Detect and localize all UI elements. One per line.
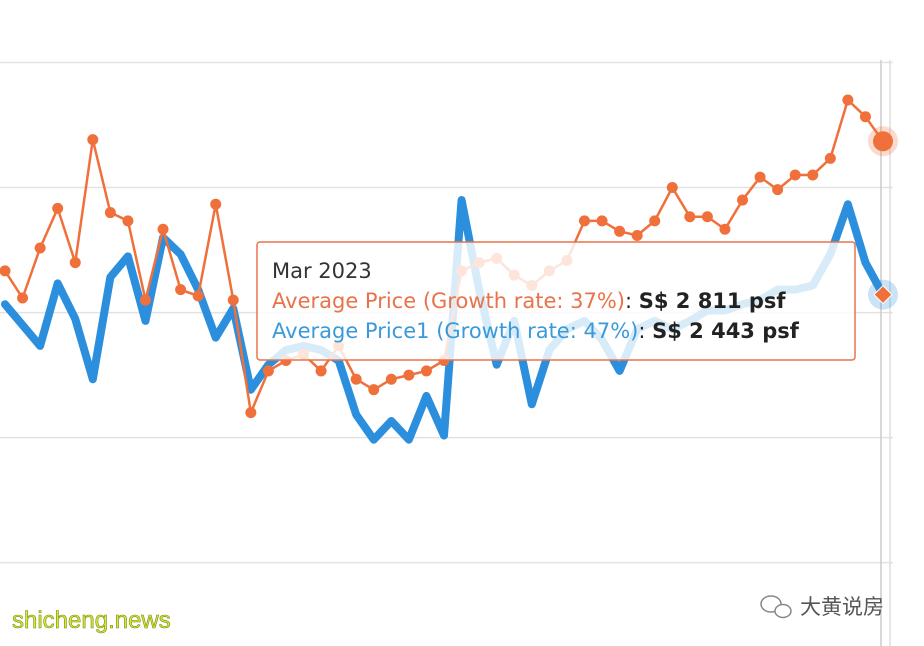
point <box>737 194 749 206</box>
point <box>649 215 661 227</box>
point <box>52 202 64 214</box>
point <box>34 242 46 254</box>
tooltip-header: Mar 2023 <box>272 259 372 283</box>
point <box>631 229 643 241</box>
point <box>701 211 713 223</box>
point <box>350 373 362 385</box>
tooltip: Mar 2023 Average Price (Growth rate: 37%… <box>256 241 856 361</box>
tooltip-box <box>256 241 856 361</box>
point <box>69 257 81 269</box>
point <box>666 182 678 194</box>
point <box>789 169 801 181</box>
point <box>385 373 397 385</box>
point <box>17 292 29 304</box>
point <box>315 365 327 377</box>
separator: : <box>625 289 632 313</box>
point <box>772 184 784 196</box>
point <box>227 294 239 306</box>
growth-label: (Growth rate: 47%) <box>436 319 638 343</box>
point <box>824 152 836 164</box>
tooltip-row: Average Price (Growth rate: 37%): S$ 2 8… <box>272 289 786 313</box>
separator: : <box>638 319 645 343</box>
point <box>420 365 432 377</box>
watermark: 大黄说房 <box>800 595 884 619</box>
series-name: Average Price <box>272 289 416 313</box>
tooltip-value: S$ 2 443 psf <box>652 319 800 343</box>
point <box>245 407 257 419</box>
point <box>719 223 731 235</box>
point <box>262 365 274 377</box>
point <box>578 215 590 227</box>
wechat-icon <box>760 595 792 619</box>
tooltip-value: S$ 2 811 psf <box>639 289 787 313</box>
point <box>403 369 415 381</box>
point <box>157 223 169 235</box>
point <box>139 294 151 306</box>
highlight-point <box>873 131 893 152</box>
point <box>0 265 11 277</box>
point <box>368 384 380 396</box>
point <box>210 198 222 210</box>
point <box>614 225 626 237</box>
point <box>87 134 99 146</box>
point <box>754 171 766 183</box>
point <box>807 169 819 181</box>
point <box>842 94 854 106</box>
point <box>859 111 871 123</box>
growth-label: (Growth rate: 37%) <box>423 289 625 313</box>
point <box>596 215 608 227</box>
point <box>192 290 204 302</box>
watermark: shicheng.news <box>12 607 171 634</box>
point <box>684 211 696 223</box>
point <box>104 207 116 219</box>
point <box>122 215 134 227</box>
series-name: Average Price1 <box>272 319 430 343</box>
tooltip-row: Average Price1 (Growth rate: 47%): S$ 2 … <box>272 319 800 343</box>
point <box>175 284 187 296</box>
highlight-point <box>873 284 893 305</box>
